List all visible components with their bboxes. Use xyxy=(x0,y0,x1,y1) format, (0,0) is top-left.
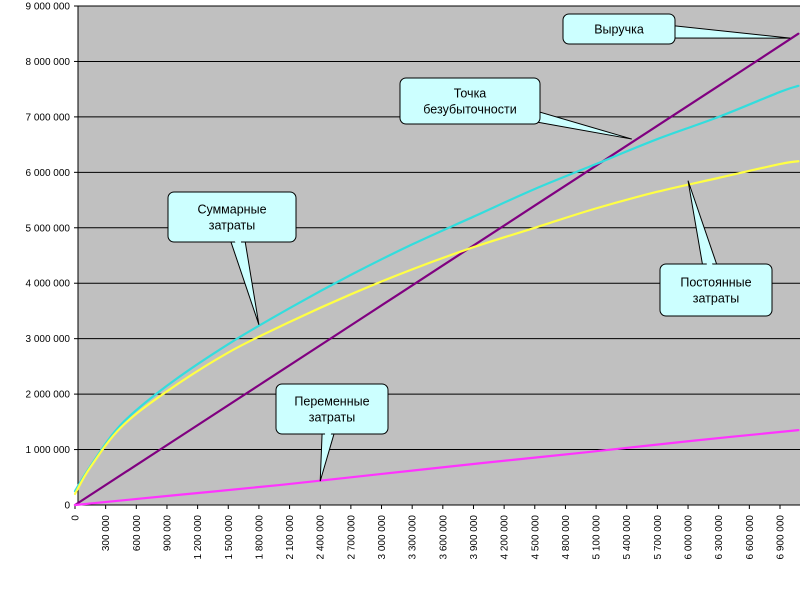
callout-box-fill xyxy=(277,385,387,433)
x-tick-label: 3 000 000 xyxy=(377,515,388,560)
x-tick-label: 6 000 000 xyxy=(684,515,695,560)
x-tick-label: 6 300 000 xyxy=(714,515,725,560)
x-tick-label: 5 100 000 xyxy=(592,515,603,560)
x-tick-label: 600 000 xyxy=(132,515,143,552)
y-tick-label: 4 000 000 xyxy=(26,279,71,290)
callout-box-fill xyxy=(661,265,771,315)
x-tick-label: 1 500 000 xyxy=(224,515,235,560)
x-tick-label: 3 300 000 xyxy=(408,515,419,560)
y-tick-label: 9 000 000 xyxy=(26,2,71,13)
y-tick-label: 5 000 000 xyxy=(26,223,71,234)
callout-label: Постоянные xyxy=(680,276,751,290)
x-tick-label: 1 800 000 xyxy=(254,515,265,560)
x-tick-label: 1 200 000 xyxy=(193,515,204,560)
x-tick-label: 4 500 000 xyxy=(530,515,541,560)
x-tick-label: 300 000 xyxy=(101,515,112,552)
x-tick-label: 3 600 000 xyxy=(438,515,449,560)
x-tick-label: 3 900 000 xyxy=(469,515,480,560)
x-tick-label: 4 800 000 xyxy=(561,515,572,560)
callout-label: затраты xyxy=(309,411,355,425)
x-tick-label: 6 900 000 xyxy=(776,515,787,560)
y-tick-label: 2 000 000 xyxy=(26,390,71,401)
x-tick-label: 4 200 000 xyxy=(500,515,511,560)
x-tick-label: 6 600 000 xyxy=(745,515,756,560)
callout-label: безубыточности xyxy=(423,103,516,117)
callout-label: Переменные xyxy=(294,395,369,409)
y-tick-label: 6 000 000 xyxy=(26,168,71,179)
callout-label: затраты xyxy=(693,292,739,306)
callout-label: Суммарные xyxy=(197,203,266,217)
y-tick-label: 3 000 000 xyxy=(26,334,71,345)
callout-label: затраты xyxy=(209,219,255,233)
y-tick-label: 7 000 000 xyxy=(26,112,71,123)
callout-label: Точка xyxy=(454,87,487,101)
callout-box-fill xyxy=(169,193,295,241)
x-tick-label: 5 400 000 xyxy=(622,515,633,560)
y-tick-label: 0 xyxy=(64,501,70,512)
x-tick-label: 0 xyxy=(71,515,82,521)
x-tick-label: 2 700 000 xyxy=(346,515,357,560)
x-tick-label: 2 400 000 xyxy=(316,515,327,560)
x-tick-label: 900 000 xyxy=(162,515,173,552)
y-tick-label: 1 000 000 xyxy=(26,445,71,456)
x-tick-label: 5 700 000 xyxy=(653,515,664,560)
x-tick-label: 2 100 000 xyxy=(285,515,296,560)
y-tick-label: 8 000 000 xyxy=(26,57,71,68)
callout-label: Выручка xyxy=(594,23,644,37)
